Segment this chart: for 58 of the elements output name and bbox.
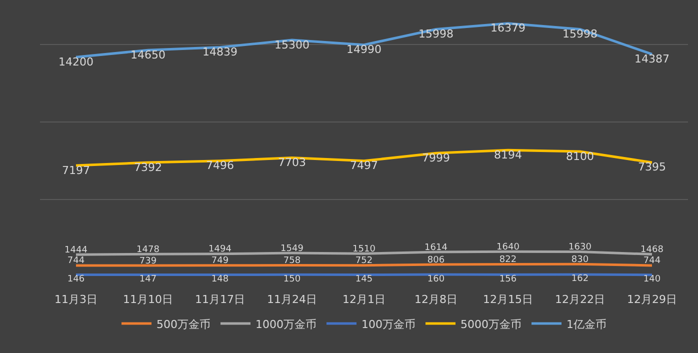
data-label: 1478 <box>136 244 160 255</box>
x-tick-label: 11月10日 <box>123 293 173 306</box>
legend-label: 5000万金币 <box>460 318 522 331</box>
data-label: 1630 <box>568 242 592 253</box>
data-label: 749 <box>211 256 229 266</box>
data-label: 140 <box>643 274 661 285</box>
data-label: 7197 <box>62 164 90 177</box>
data-label: 156 <box>499 274 517 284</box>
data-label: 7999 <box>422 151 450 164</box>
data-label: 162 <box>571 274 589 284</box>
data-label: 150 <box>283 274 301 284</box>
data-label: 7392 <box>134 160 162 174</box>
data-label: 14650 <box>130 48 166 62</box>
data-label: 15300 <box>274 38 310 52</box>
x-tick-label: 12月29日 <box>627 293 677 306</box>
data-label: 14839 <box>202 45 238 58</box>
data-label: 145 <box>355 274 373 284</box>
data-label: 744 <box>67 256 85 266</box>
data-label: 7395 <box>638 160 666 174</box>
data-label: 146 <box>67 274 85 284</box>
x-tick-label: 12月15日 <box>483 293 533 306</box>
data-label: 147 <box>139 274 157 284</box>
x-tick-label: 11月3日 <box>54 293 98 306</box>
data-label: 160 <box>427 274 445 284</box>
x-tick-label: 12月8日 <box>414 293 458 306</box>
data-label: 15998 <box>418 28 454 40</box>
data-label: 7496 <box>206 159 234 172</box>
data-label: 14387 <box>634 52 670 66</box>
data-label: 14990 <box>346 43 382 56</box>
legend-label: 100万金币 <box>362 318 416 331</box>
data-label: 744 <box>643 256 661 266</box>
data-label: 806 <box>427 255 445 266</box>
x-tick-label: 11月17日 <box>195 293 245 306</box>
data-label: 14200 <box>58 55 94 68</box>
data-label: 1444 <box>64 245 88 256</box>
data-label: 148 <box>211 274 229 284</box>
data-label: 830 <box>571 254 589 265</box>
data-label: 7703 <box>278 156 306 169</box>
data-label: 8194 <box>494 148 522 162</box>
legend-label: 500万金币 <box>156 318 210 331</box>
legend-label: 1亿金币 <box>566 318 606 331</box>
x-tick-label: 11月24日 <box>267 293 317 306</box>
data-label: 1614 <box>424 242 448 253</box>
data-label: 739 <box>139 256 157 266</box>
x-tick-label: 12月22日 <box>555 293 605 306</box>
data-label: 752 <box>355 256 373 266</box>
data-label: 758 <box>283 256 301 266</box>
data-label: 1510 <box>352 244 376 254</box>
data-label: 16379 <box>490 22 526 35</box>
data-label: 822 <box>499 255 517 266</box>
data-label: 1549 <box>280 244 304 254</box>
data-label: 1640 <box>496 242 520 252</box>
data-label: 1468 <box>640 245 664 256</box>
data-label: 7497 <box>350 159 378 172</box>
legend-label: 1000万金币 <box>256 318 316 331</box>
data-label: 8100 <box>566 150 594 163</box>
data-label: 1494 <box>208 244 232 255</box>
x-tick-label: 12月1日 <box>342 293 386 306</box>
